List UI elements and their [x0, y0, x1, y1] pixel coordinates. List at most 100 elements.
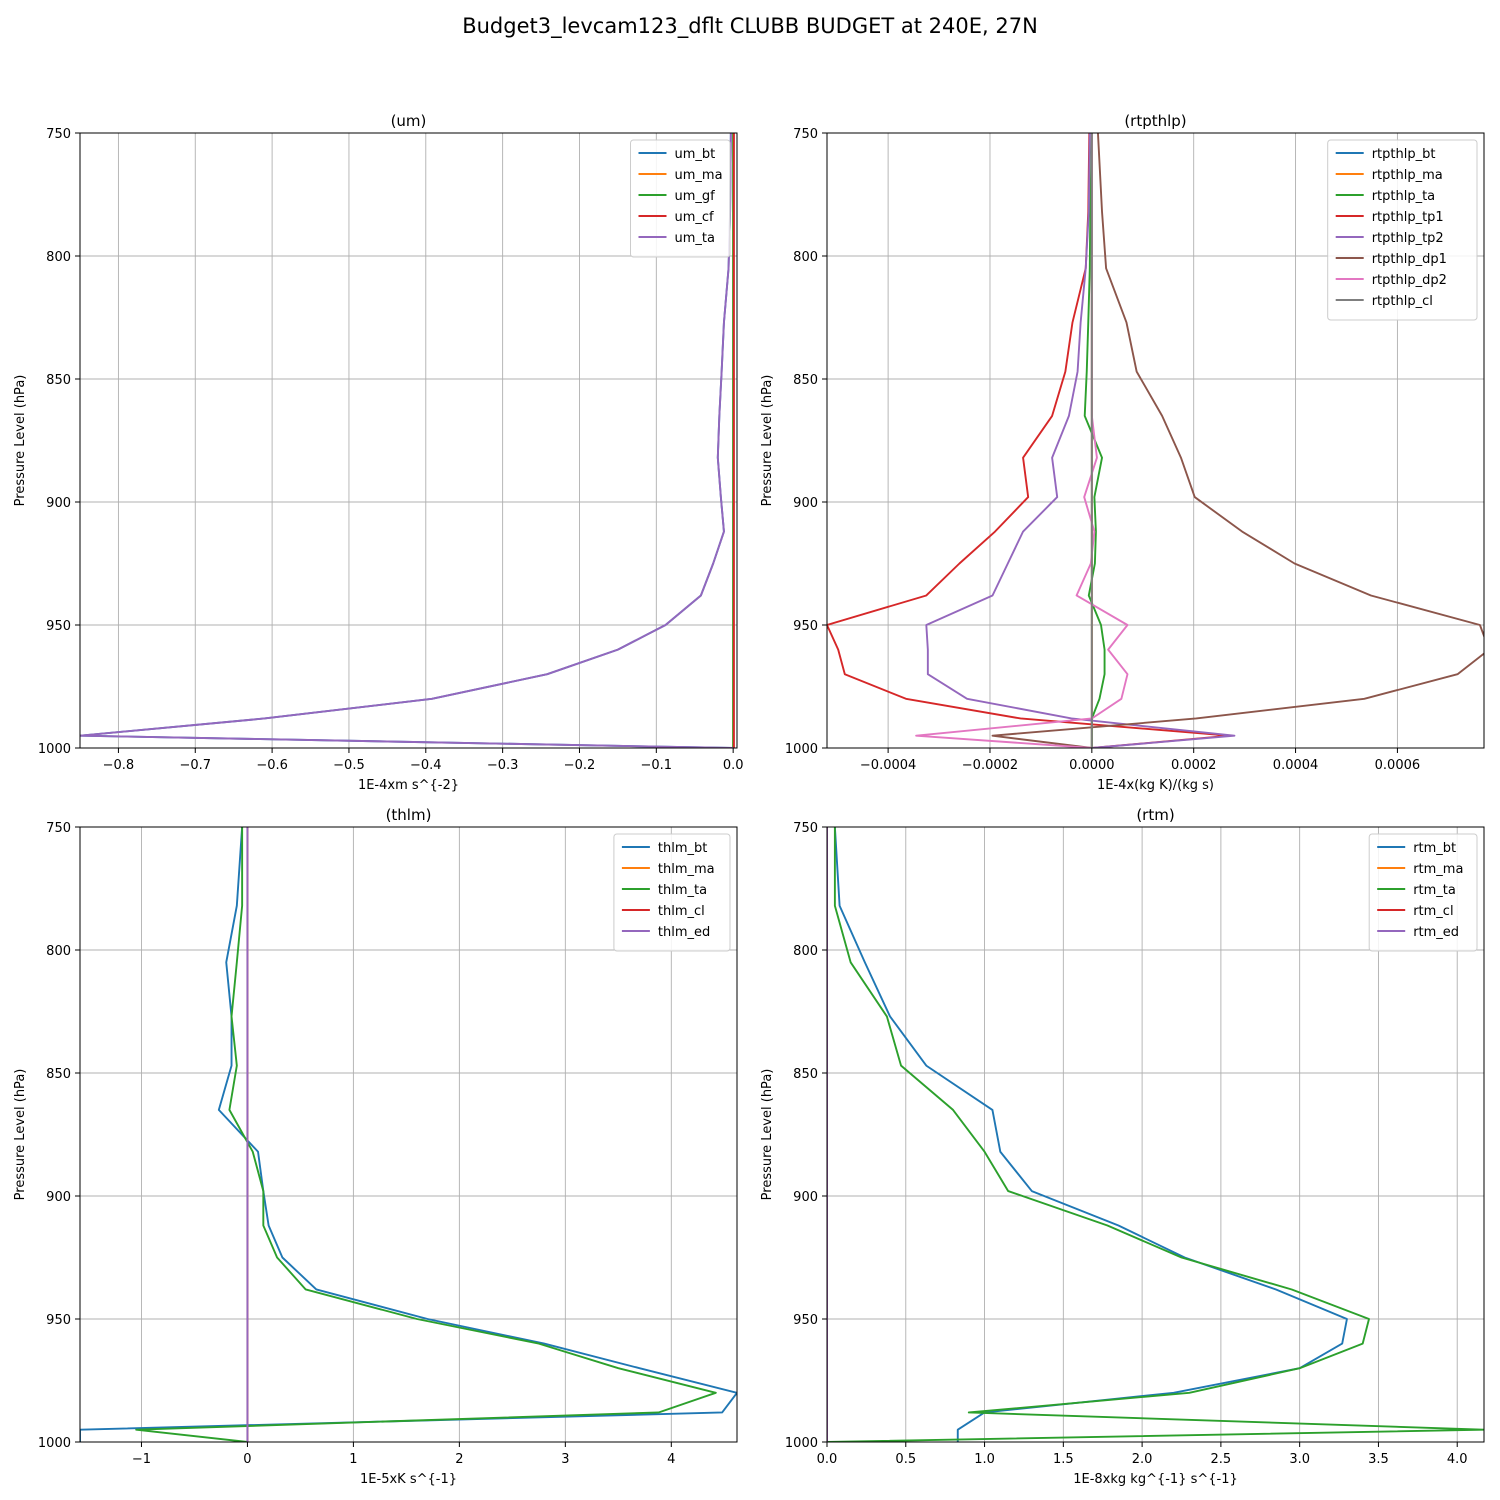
y-tick-label: 900	[793, 1190, 818, 1205]
x-tick-label: −1	[132, 1452, 151, 1467]
x-tick-label: −0.2	[564, 758, 596, 773]
x-tick-label: 2	[455, 1452, 463, 1467]
x-tick-label: 0.0006	[1375, 758, 1421, 773]
y-axis-label: Pressure Level (hPa)	[13, 375, 28, 507]
legend-label: rtpthlp_dp1	[1372, 252, 1447, 267]
y-tick-label: 750	[793, 821, 818, 836]
axes-frame	[79, 826, 738, 1443]
x-tick-label: 3.0	[1289, 1452, 1310, 1467]
legend-label: rtpthlp_dp2	[1372, 273, 1447, 288]
x-tick-label: 1.0	[974, 1452, 995, 1467]
series-group	[80, 133, 735, 748]
legend: thlm_bt thlm_ma thlm_ta thlm_cl thlm_ed	[613, 833, 731, 952]
x-tick-label: 3.5	[1368, 1452, 1389, 1467]
legend-label: rtpthlp_tp2	[1372, 231, 1444, 246]
x-axis-label: 1E-8xkg kg^{-1} s^{-1}	[1073, 1472, 1238, 1487]
y-tick-label: 950	[46, 619, 71, 634]
x-tick-label: 0.5	[895, 1452, 916, 1467]
axes-frame	[826, 132, 1485, 749]
y-tick-label: 950	[46, 1313, 71, 1328]
x-tick-label: 2.5	[1211, 1452, 1232, 1467]
legend-label: rtm_cl	[1413, 904, 1453, 919]
x-tick-label: −0.0004	[860, 758, 916, 773]
series-group	[827, 827, 1484, 1442]
y-axis-label: Pressure Level (hPa)	[13, 1069, 28, 1201]
series-line-rtpthlp_ta	[1083, 133, 1106, 748]
panel-title: (thlm)	[386, 806, 432, 824]
legend: rtpthlp_bt rtpthlp_ma rtpthlp_ta rtpthlp_tp…	[1327, 139, 1478, 321]
series-line-rtpthlp_dp2	[915, 133, 1129, 748]
legend-label: um_ta	[675, 231, 715, 246]
series-group	[80, 827, 737, 1442]
legend-label: thlm_ma	[658, 862, 715, 877]
series-line-thlm_ta	[135, 827, 717, 1442]
x-tick-label: 0.0002	[1171, 758, 1217, 773]
axes-frame	[826, 826, 1485, 1443]
series-line-rtm_bt	[833, 827, 1348, 1442]
x-tick-label: 0.0000	[1069, 758, 1115, 773]
y-tick-label: 800	[46, 250, 71, 265]
x-tick-label: −0.0002	[962, 758, 1018, 773]
x-tick-label: −0.4	[410, 758, 442, 773]
series-line-rtpthlp_tp2	[925, 133, 1236, 748]
y-tick-label: 750	[46, 821, 71, 836]
figure-title: Budget3_levcam123_dflt CLUBB BUDGET at 2…	[462, 14, 1038, 38]
y-tick-label: 800	[793, 944, 818, 959]
series-line-rtpthlp_tp1	[827, 133, 1231, 748]
x-axis-label: 1E-4x(kg K)/(kg s)	[1097, 778, 1214, 793]
y-tick-label: 750	[793, 127, 818, 142]
legend-box	[630, 139, 731, 258]
legend-label: rtpthlp_ta	[1372, 189, 1435, 204]
y-tick-label: 950	[793, 619, 818, 634]
chart-panel: −1 0 1 2 3 4 750 800 850 900 950 1000 (thlm) 1E-5xK s…	[13, 806, 738, 1487]
legend: rtm_bt rtm_ma rtm_ta rtm_cl rtm_ed	[1368, 833, 1478, 952]
legend-label: rtm_ta	[1413, 883, 1456, 898]
y-tick-label: 1000	[785, 1436, 818, 1451]
legend-label: um_cf	[675, 210, 715, 225]
x-tick-label: 0	[243, 1452, 251, 1467]
series-line-um_ta	[80, 133, 734, 748]
x-tick-label: 3	[561, 1452, 569, 1467]
legend-label: rtm_ed	[1413, 925, 1459, 940]
legend-box	[1368, 833, 1478, 952]
legend-label: um_ma	[675, 168, 723, 183]
x-tick-label: −0.8	[103, 758, 135, 773]
y-tick-label: 900	[46, 1190, 71, 1205]
y-tick-label: 900	[793, 496, 818, 511]
legend-label: thlm_ed	[658, 925, 710, 940]
x-tick-label: 1	[349, 1452, 357, 1467]
series-line-rtpthlp_dp1	[991, 133, 1484, 748]
chart-panel: −0.8 −0.7 −0.6 −0.5 −0.4 −0.3 −0.2 −0.1 0.0 750 80…	[13, 112, 744, 793]
x-tick-label: −0.6	[256, 758, 288, 773]
legend-label: thlm_cl	[658, 904, 705, 919]
legend-box	[613, 833, 731, 952]
series-line-thlm_bt	[80, 827, 737, 1442]
y-tick-label: 750	[46, 127, 71, 142]
y-axis-label: Pressure Level (hPa)	[760, 1069, 775, 1201]
y-tick-label: 1000	[38, 742, 71, 757]
legend: um_bt um_ma um_gf um_cf um_ta	[630, 139, 731, 258]
legend-label: rtpthlp_cl	[1372, 294, 1433, 309]
y-tick-label: 900	[46, 496, 71, 511]
x-tick-label: 4	[667, 1452, 675, 1467]
y-tick-label: 1000	[785, 742, 818, 757]
x-tick-label: −0.1	[641, 758, 673, 773]
x-axis-label: 1E-5xK s^{-1}	[360, 1472, 457, 1487]
chart-panel: −0.0004 −0.0002 0.0000 0.0002 0.0004 0.0006 75…	[760, 112, 1485, 793]
axes-frame	[79, 132, 738, 749]
series-line-rtm_ta	[827, 827, 1484, 1442]
y-tick-label: 1000	[38, 1436, 71, 1451]
legend-label: rtpthlp_tp1	[1372, 210, 1444, 225]
x-axis-label: 1E-4xm s^{-2}	[358, 778, 459, 793]
legend-label: rtm_ma	[1413, 862, 1463, 877]
x-tick-label: 2.0	[1132, 1452, 1153, 1467]
chart-panel: 0.0 0.5 1.0 1.5 2.0 2.5 3.0 3.5 4.0 750 800 850 900 9…	[760, 806, 1485, 1487]
legend-label: rtpthlp_ma	[1372, 168, 1443, 183]
panel-title: (um)	[391, 112, 427, 130]
series-group	[827, 133, 1484, 748]
y-tick-label: 800	[793, 250, 818, 265]
x-tick-label: 4.0	[1447, 1452, 1468, 1467]
panel-title: (rtm)	[1136, 806, 1174, 824]
x-tick-label: 1.5	[1053, 1452, 1074, 1467]
